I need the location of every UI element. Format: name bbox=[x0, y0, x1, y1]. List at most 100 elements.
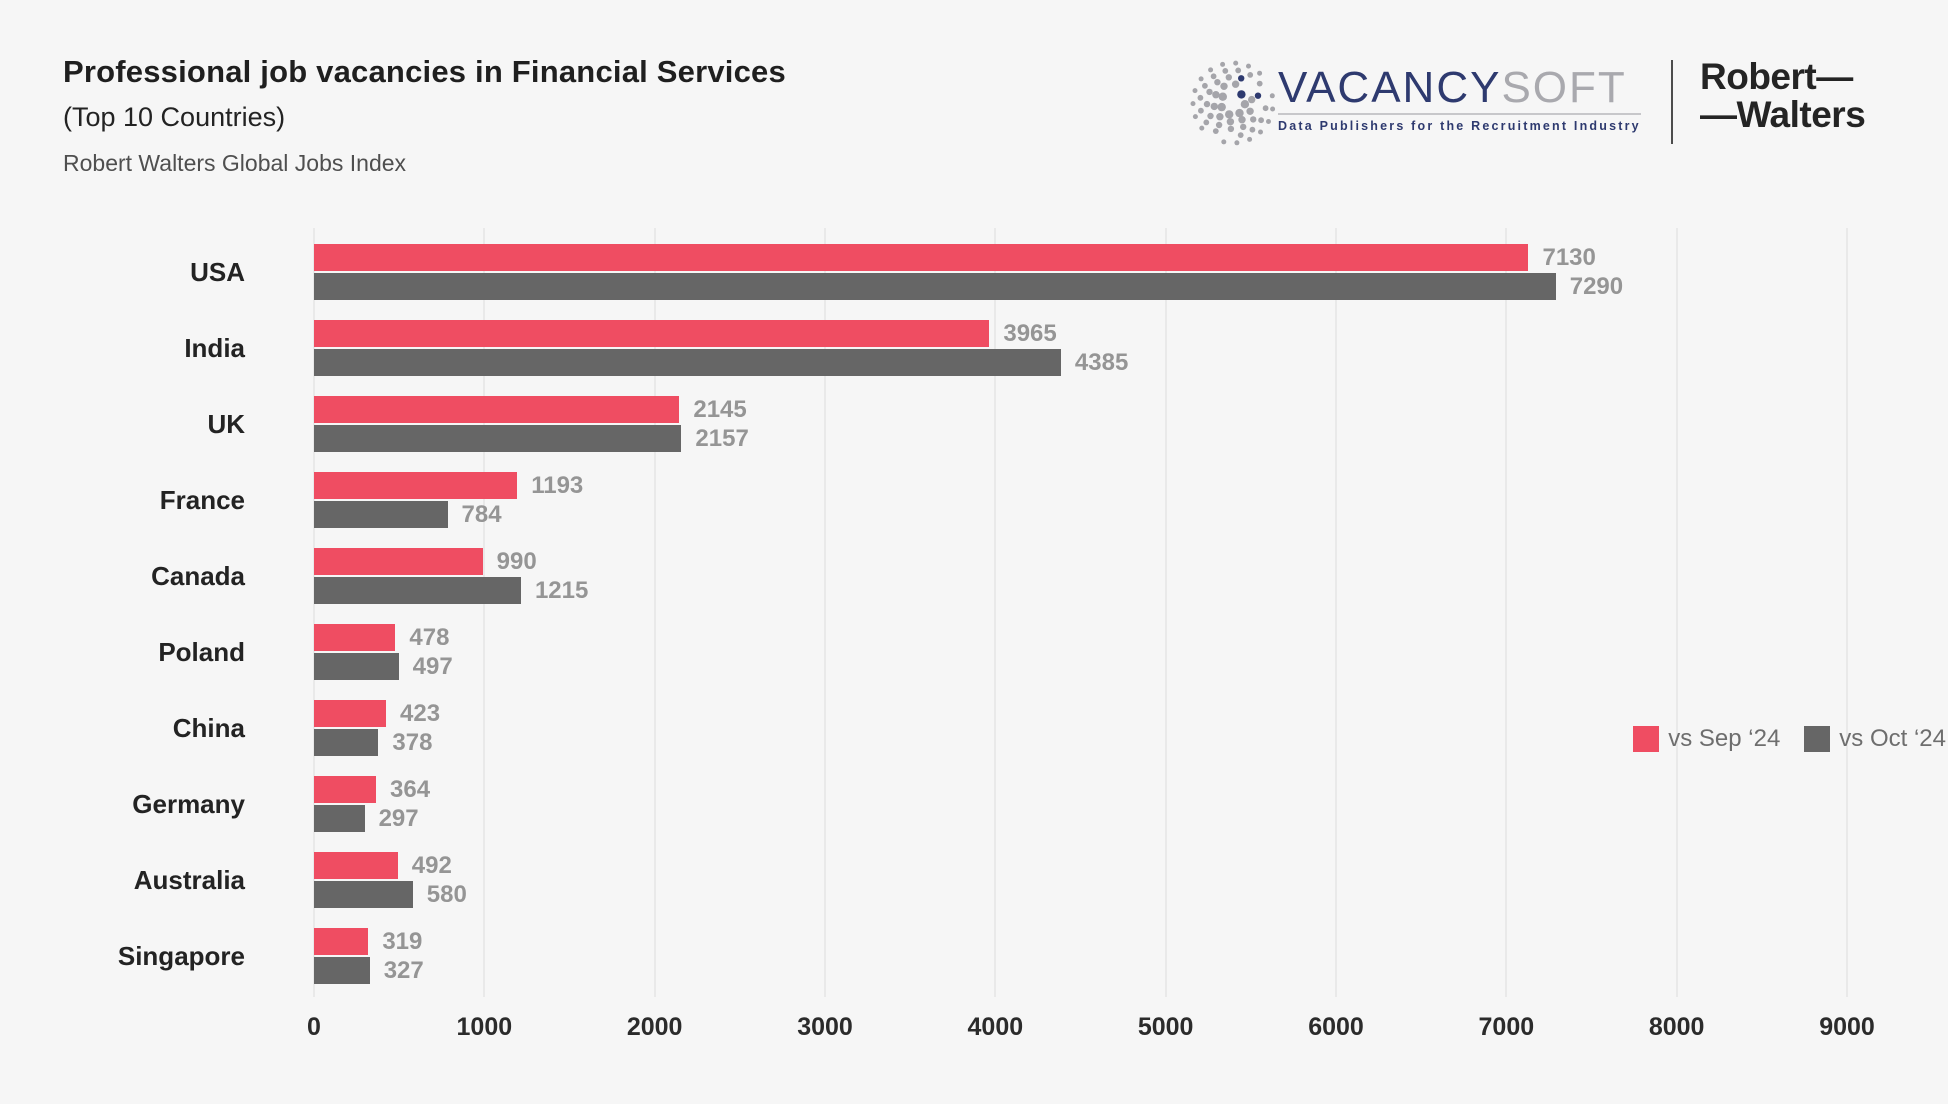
bar-oct-singapore: 327 bbox=[314, 957, 424, 984]
bar-sep-germany: 364 bbox=[314, 776, 430, 803]
value-label-oct-india: 4385 bbox=[1074, 348, 1129, 376]
x-tick-9000: 9000 bbox=[1819, 1013, 1875, 1041]
value-label-sep-canada: 990 bbox=[496, 547, 537, 575]
bar-sep-australia: 492 bbox=[314, 852, 452, 879]
robert-walters-line2: —Walters bbox=[1700, 94, 1866, 135]
x-tick-1000: 1000 bbox=[456, 1013, 513, 1041]
bar-chart-plot-area: USA 7130 7290 India 3965 4385 UK 2145 2157 France… bbox=[118, 228, 1848, 997]
country-group-poland: Poland 478 497 bbox=[158, 624, 1847, 680]
vacancysoft-word-primary: VACANCY bbox=[1278, 63, 1502, 112]
robert-walters-logo: Robert— —Walters bbox=[1700, 56, 1866, 135]
country-label-usa: USA bbox=[190, 256, 245, 287]
country-label-china: China bbox=[172, 712, 245, 743]
value-label-oct-china: 378 bbox=[392, 728, 433, 756]
x-tick-5000: 5000 bbox=[1137, 1013, 1194, 1041]
gridline-5000 bbox=[1164, 228, 1167, 997]
country-group-china: China 423 378 bbox=[173, 700, 1847, 756]
brand-divider bbox=[1671, 60, 1673, 144]
vacancysoft-tagline: Data Publishers for the Recruitment Indu… bbox=[1278, 119, 1641, 133]
bar-sep-uk: 2145 bbox=[314, 396, 747, 423]
legend-label-sep: vs Sep ‘24 bbox=[1668, 725, 1781, 752]
gridline-0 bbox=[313, 228, 315, 997]
chart-legend: vs Sep ‘24 vs Oct ‘24 bbox=[1633, 725, 1946, 753]
bar-sep-singapore: 319 bbox=[314, 928, 422, 955]
bar-oct-poland: 497 bbox=[314, 653, 453, 680]
bar-sep-france: 1193 bbox=[314, 472, 583, 499]
legend-swatch-sep-icon bbox=[1633, 726, 1660, 752]
robert-walters-line1: Robert— bbox=[1700, 56, 1853, 97]
gridline-8000 bbox=[1675, 228, 1678, 997]
bar-oct-china: 378 bbox=[314, 729, 432, 756]
bar-oct-usa: 7290 bbox=[314, 273, 1623, 300]
value-label-oct-germany: 297 bbox=[378, 804, 419, 832]
country-label-australia: Australia bbox=[133, 864, 245, 895]
value-label-sep-germany: 364 bbox=[390, 775, 431, 803]
bar-oct-uk: 2157 bbox=[314, 425, 749, 452]
vacancysoft-rule bbox=[1278, 113, 1641, 115]
x-tick-8000: 8000 bbox=[1648, 1013, 1705, 1041]
gridline-1000 bbox=[483, 228, 486, 997]
legend-swatch-oct-icon bbox=[1804, 726, 1831, 752]
value-label-sep-uk: 2145 bbox=[693, 395, 747, 423]
value-label-sep-france: 1193 bbox=[531, 471, 584, 499]
bar-oct-canada: 1215 bbox=[314, 577, 588, 604]
bar-oct-germany: 297 bbox=[314, 805, 419, 832]
vacancysoft-logo: VACANCYSOFT Data Publishers for the Recr… bbox=[1188, 58, 1668, 158]
page-title: Professional job vacancies in Financial … bbox=[63, 54, 786, 89]
value-label-oct-singapore: 327 bbox=[383, 956, 424, 984]
page-subtitle: (Top 10 Countries) bbox=[63, 102, 286, 132]
x-tick-2000: 2000 bbox=[626, 1013, 683, 1041]
value-label-sep-singapore: 319 bbox=[382, 927, 423, 955]
country-group-australia: Australia 492 580 bbox=[134, 852, 1847, 908]
country-label-poland: Poland bbox=[158, 636, 245, 667]
bar-sep-canada: 990 bbox=[314, 548, 537, 575]
x-tick-0: 0 bbox=[307, 1013, 321, 1041]
bar-sep-india: 3965 bbox=[314, 320, 1057, 347]
gridline-6000 bbox=[1335, 228, 1337, 997]
value-label-oct-poland: 497 bbox=[412, 652, 453, 680]
value-label-oct-uk: 2157 bbox=[695, 424, 749, 452]
country-group-germany: Germany 364 297 bbox=[132, 776, 1847, 832]
country-group-france: France 1193 784 bbox=[160, 472, 1847, 528]
x-tick-4000: 4000 bbox=[967, 1013, 1024, 1041]
bar-sep-usa: 7130 bbox=[314, 244, 1596, 271]
value-label-sep-india: 3965 bbox=[1003, 319, 1057, 347]
country-label-india: India bbox=[184, 332, 245, 363]
vacancysoft-word-secondary: SOFT bbox=[1501, 63, 1627, 112]
source-label: Robert Walters Global Jobs Index bbox=[63, 150, 407, 176]
country-label-germany: Germany bbox=[132, 788, 245, 819]
gridline-2000 bbox=[653, 228, 656, 997]
value-label-oct-australia: 580 bbox=[426, 880, 467, 908]
country-group-canada: Canada 990 1215 bbox=[151, 548, 1847, 604]
gridline-7000 bbox=[1505, 228, 1508, 997]
country-group-uk: UK 2145 2157 bbox=[207, 396, 1847, 452]
country-group-india: India 3965 4385 bbox=[184, 320, 1847, 376]
country-label-france: France bbox=[159, 484, 245, 515]
gridline-9000 bbox=[1846, 228, 1848, 997]
country-label-uk: UK bbox=[207, 408, 245, 439]
legend-entry-sep: vs Sep ‘24 bbox=[1633, 725, 1780, 753]
x-axis: 0 1000 2000 3000 4000 5000 6000 7000 8000 9000 bbox=[307, 1013, 1875, 1047]
value-label-oct-canada: 1215 bbox=[534, 576, 589, 604]
country-group-usa: USA 7130 7290 bbox=[190, 244, 1847, 300]
country-group-singapore: Singapore 319 327 bbox=[118, 928, 1847, 984]
bar-oct-australia: 580 bbox=[314, 881, 467, 908]
legend-entry-oct: vs Oct ‘24 bbox=[1804, 725, 1946, 753]
bar-sep-china: 423 bbox=[314, 700, 440, 727]
country-label-singapore: Singapore bbox=[117, 940, 245, 971]
gridline-4000 bbox=[994, 228, 997, 997]
x-tick-7000: 7000 bbox=[1478, 1013, 1535, 1041]
value-label-sep-usa: 7130 bbox=[1542, 243, 1596, 271]
vacancysoft-wordmark: VACANCYSOFT Data Publishers for the Recr… bbox=[1278, 66, 1641, 133]
value-label-oct-france: 784 bbox=[461, 500, 502, 528]
value-label-sep-australia: 492 bbox=[411, 851, 452, 879]
bar-sep-poland: 478 bbox=[314, 624, 449, 651]
country-label-canada: Canada bbox=[151, 560, 245, 591]
bar-oct-india: 4385 bbox=[314, 349, 1128, 376]
vacancysoft-dots-icon bbox=[1190, 60, 1276, 146]
legend-label-oct: vs Oct ‘24 bbox=[1839, 725, 1946, 752]
value-label-oct-usa: 7290 bbox=[1569, 272, 1624, 300]
value-label-sep-poland: 478 bbox=[409, 623, 450, 651]
gridline-3000 bbox=[824, 228, 826, 997]
